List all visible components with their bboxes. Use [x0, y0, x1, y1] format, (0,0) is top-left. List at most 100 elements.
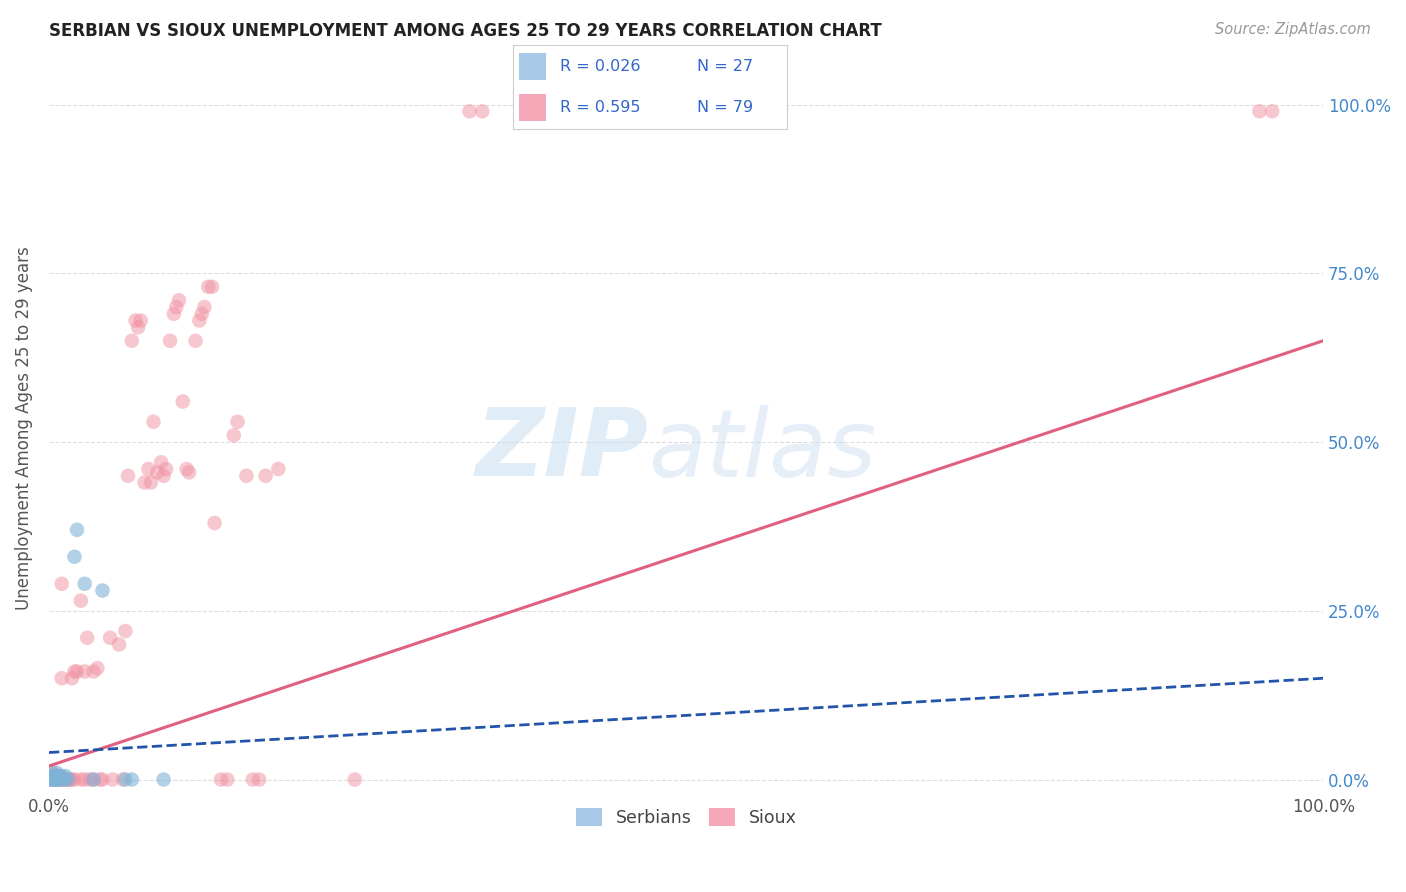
- Point: [56, 772, 79, 787]
- Point: [165, 300, 187, 314]
- Point: [41, 772, 63, 787]
- Point: [114, 624, 136, 638]
- Point: [152, 772, 174, 787]
- Point: [91, 583, 114, 598]
- Point: [343, 772, 366, 787]
- Point: [201, 280, 224, 294]
- Point: [204, 516, 226, 530]
- Point: [39, 772, 62, 787]
- Point: [46, 772, 69, 787]
- Point: [108, 638, 131, 652]
- Point: [235, 468, 257, 483]
- Point: [69, 772, 91, 787]
- Point: [56, 772, 79, 787]
- Text: R = 0.026: R = 0.026: [560, 59, 640, 74]
- Point: [51, 671, 73, 685]
- Point: [124, 313, 146, 327]
- Point: [138, 462, 160, 476]
- Point: [155, 462, 177, 476]
- Point: [48, 772, 70, 787]
- Point: [60, 671, 83, 685]
- Point: [152, 468, 174, 483]
- Point: [46, 772, 69, 787]
- Point: [73, 576, 96, 591]
- Point: [129, 313, 152, 327]
- Point: [51, 769, 73, 783]
- Point: [45, 765, 67, 780]
- Point: [51, 772, 73, 787]
- Point: [83, 665, 105, 679]
- Point: [1249, 104, 1271, 119]
- Text: N = 27: N = 27: [697, 59, 754, 74]
- Point: [267, 462, 290, 476]
- Point: [56, 772, 79, 787]
- Point: [167, 293, 190, 308]
- Point: [127, 320, 149, 334]
- Point: [217, 772, 239, 787]
- Y-axis label: Unemployment Among Ages 25 to 29 years: Unemployment Among Ages 25 to 29 years: [15, 247, 32, 610]
- Point: [114, 772, 136, 787]
- Point: [76, 631, 98, 645]
- Point: [98, 631, 121, 645]
- Point: [63, 665, 86, 679]
- Point: [242, 772, 264, 787]
- Text: SERBIAN VS SIOUX UNEMPLOYMENT AMONG AGES 25 TO 29 YEARS CORRELATION CHART: SERBIAN VS SIOUX UNEMPLOYMENT AMONG AGES…: [49, 22, 882, 40]
- Text: atlas: atlas: [648, 405, 876, 496]
- Point: [42, 769, 65, 783]
- Text: R = 0.595: R = 0.595: [560, 100, 640, 115]
- Point: [163, 307, 186, 321]
- Point: [89, 772, 111, 787]
- Point: [42, 769, 65, 783]
- Point: [184, 334, 207, 348]
- Point: [63, 772, 86, 787]
- Point: [188, 313, 211, 327]
- Point: [191, 307, 214, 321]
- Point: [121, 772, 143, 787]
- Point: [458, 104, 481, 119]
- Point: [159, 334, 181, 348]
- Point: [44, 772, 66, 787]
- Point: [44, 769, 66, 783]
- Point: [91, 772, 114, 787]
- Point: [53, 772, 76, 787]
- Point: [51, 772, 73, 787]
- Bar: [519, 54, 546, 80]
- Point: [179, 466, 201, 480]
- Point: [254, 468, 277, 483]
- Point: [45, 772, 67, 787]
- Point: [42, 772, 65, 787]
- Point: [48, 769, 70, 783]
- Point: [146, 466, 169, 480]
- Point: [139, 475, 162, 490]
- Point: [48, 769, 70, 783]
- Point: [73, 665, 96, 679]
- Point: [66, 665, 89, 679]
- Point: [44, 769, 66, 783]
- Point: [193, 300, 215, 314]
- Point: [111, 772, 134, 787]
- Point: [42, 772, 65, 787]
- Point: [41, 772, 63, 787]
- Point: [60, 772, 83, 787]
- Text: N = 79: N = 79: [697, 100, 754, 115]
- Point: [48, 772, 70, 787]
- Point: [51, 576, 73, 591]
- Point: [44, 772, 66, 787]
- Point: [176, 462, 198, 476]
- Point: [45, 772, 67, 787]
- Point: [55, 769, 77, 783]
- Point: [79, 772, 101, 787]
- Point: [222, 428, 245, 442]
- Point: [226, 415, 249, 429]
- Point: [1261, 104, 1284, 119]
- Point: [55, 772, 77, 787]
- Legend: Serbians, Sioux: Serbians, Sioux: [567, 799, 806, 835]
- Point: [150, 455, 173, 469]
- Point: [172, 394, 194, 409]
- Point: [83, 772, 105, 787]
- Point: [142, 415, 165, 429]
- Point: [197, 280, 219, 294]
- Point: [69, 593, 91, 607]
- Point: [83, 772, 105, 787]
- Point: [63, 549, 86, 564]
